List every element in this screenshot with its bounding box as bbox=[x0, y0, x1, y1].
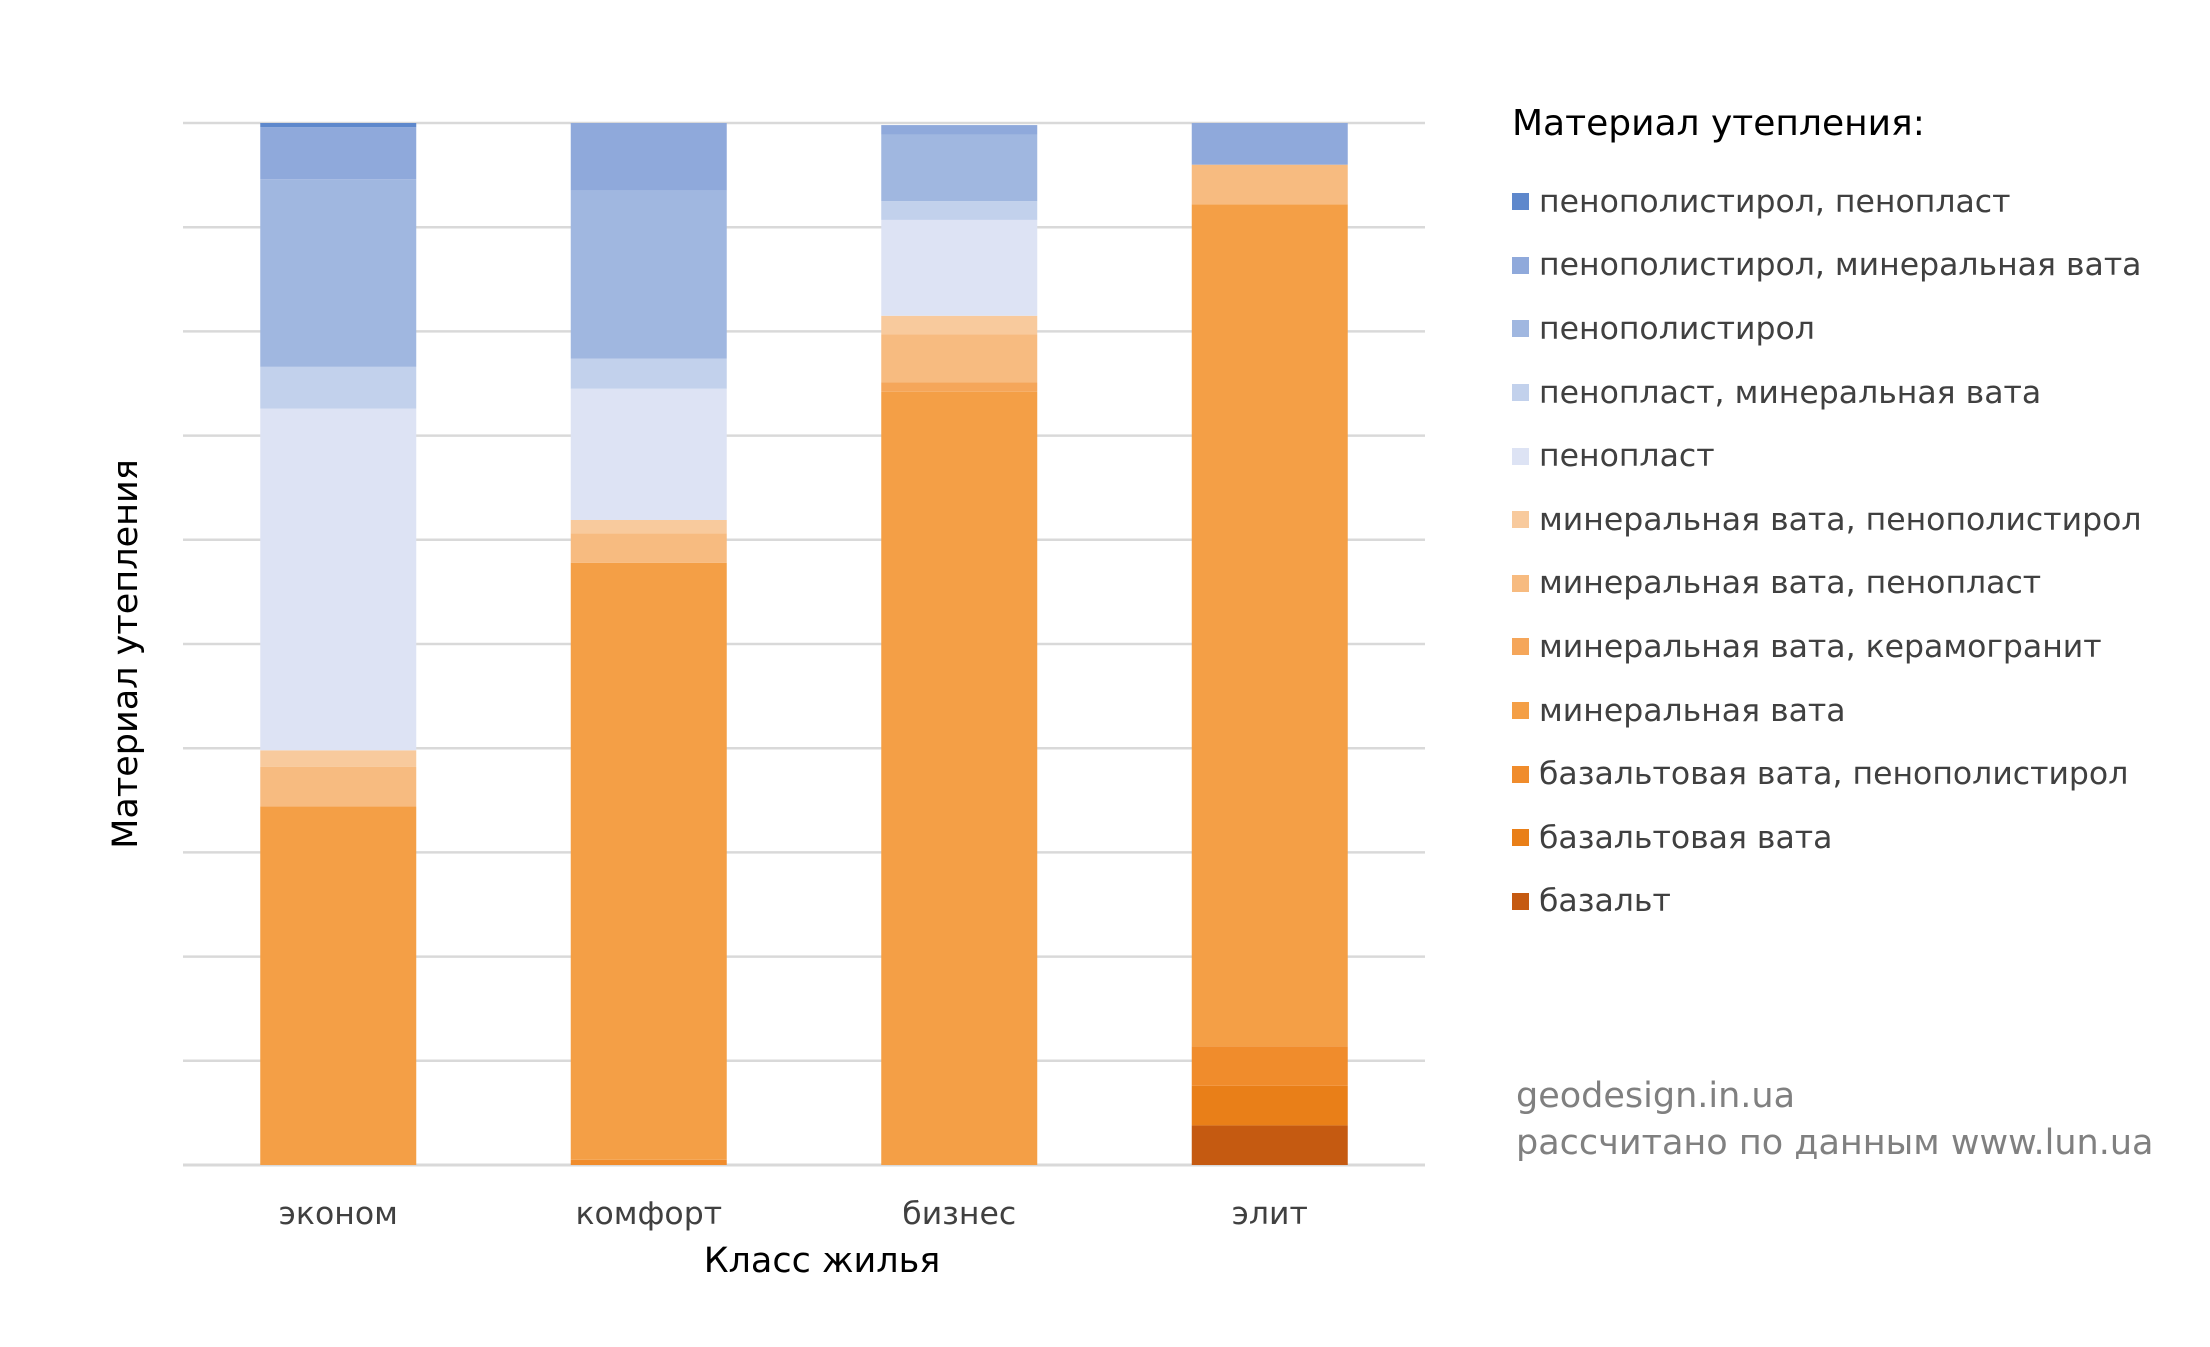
legend-swatch bbox=[1512, 256, 1529, 274]
credits: geodesign.in.ua рассчитано по данным www… bbox=[1516, 1073, 2153, 1167]
bar-segment bbox=[570, 190, 727, 359]
legend-label: базальтовая вата bbox=[1539, 819, 1833, 856]
bar-segment bbox=[260, 179, 417, 367]
bar-segment bbox=[260, 806, 417, 1165]
legend-label: пенопласт, минеральная вата bbox=[1539, 374, 2042, 411]
legend-label: пенополистирол bbox=[1539, 310, 1815, 347]
bar-segment bbox=[1191, 123, 1348, 165]
legend-item: минеральная вата, пенополистирол bbox=[1512, 488, 2202, 552]
x-axis-title: Класс жилья bbox=[704, 1241, 941, 1281]
legend-item: минеральная вата bbox=[1512, 679, 2202, 743]
bar-segment bbox=[881, 382, 1038, 392]
credit-site: geodesign.in.ua bbox=[1516, 1076, 1796, 1116]
legend-label: базальтовая вата, пенополистирол bbox=[1539, 756, 2129, 793]
legend-swatch bbox=[1512, 511, 1529, 529]
bar-segment bbox=[1191, 164, 1348, 205]
bar-segment bbox=[570, 123, 727, 191]
legend-item: базальтовая вата, пенополистирол bbox=[1512, 742, 2202, 806]
legend-swatch bbox=[1512, 892, 1529, 910]
bar-segment bbox=[1191, 204, 1348, 1047]
legend-swatch bbox=[1512, 384, 1529, 402]
bar-segment bbox=[260, 766, 417, 807]
bar-segment bbox=[260, 408, 417, 751]
credit-source: рассчитано по данным www.lun.ua bbox=[1516, 1123, 2154, 1163]
legend-item: пенополистирол bbox=[1512, 297, 2202, 361]
bar-segment bbox=[881, 201, 1038, 220]
legend-label: минеральная вата bbox=[1539, 692, 1846, 729]
legend-label: пенополистирол, пенопласт bbox=[1539, 183, 2011, 220]
bar-segment bbox=[570, 1159, 727, 1165]
bars bbox=[260, 123, 1348, 1165]
legend-swatch bbox=[1512, 320, 1529, 338]
bar-segment bbox=[881, 219, 1038, 316]
legend-swatch bbox=[1512, 574, 1529, 592]
legend-item: минеральная вата, пенопласт bbox=[1512, 552, 2202, 616]
bar-segment bbox=[260, 127, 417, 180]
bar-segment bbox=[260, 366, 417, 409]
x-tick-label: комфорт bbox=[575, 1196, 722, 1232]
legend-item: минеральная вата, керамогранит bbox=[1512, 615, 2202, 679]
x-tick-label: элит bbox=[1232, 1196, 1308, 1232]
legend-item: базальтовая вата bbox=[1512, 806, 2202, 870]
y-axis-title: Материал утепления bbox=[106, 459, 146, 849]
legend-swatch bbox=[1512, 638, 1529, 656]
x-tick-label: бизнес bbox=[902, 1196, 1016, 1232]
bar-segment bbox=[570, 562, 727, 1160]
legend-item: пенопласт bbox=[1512, 424, 2202, 488]
bar-segment bbox=[881, 125, 1038, 135]
legend-swatch bbox=[1512, 447, 1529, 465]
legend-items: пенополистирол, пенопласт пенополистирол,… bbox=[1512, 170, 2202, 933]
bar-segment bbox=[260, 123, 417, 128]
bar-segment bbox=[570, 388, 727, 521]
bar-segment bbox=[1191, 1085, 1348, 1126]
legend-label: базальт bbox=[1539, 883, 1671, 920]
bar-segment bbox=[881, 315, 1038, 335]
legend-label: минеральная вата, пенопласт bbox=[1539, 565, 2042, 602]
x-tick-labels: эконом комфорт бизнес элит bbox=[279, 1196, 1308, 1232]
legend-swatch bbox=[1512, 193, 1529, 211]
bar-segment bbox=[881, 391, 1038, 1165]
legend-item: пенополистирол, минеральная вата bbox=[1512, 234, 2202, 298]
bar-segment bbox=[881, 134, 1038, 202]
bar-segment bbox=[260, 750, 417, 767]
legend-label: минеральная вата, керамогранит bbox=[1539, 628, 2102, 665]
legend-swatch bbox=[1512, 702, 1529, 720]
bar-segment bbox=[570, 520, 727, 534]
bar-segment bbox=[570, 533, 727, 563]
legend-label: пенополистирол, минеральная вата bbox=[1539, 247, 2142, 284]
legend-label: минеральная вата, пенополистирол bbox=[1539, 501, 2142, 538]
legend-item: пенопласт, минеральная вата bbox=[1512, 361, 2202, 425]
legend-item: базальт bbox=[1512, 870, 2202, 934]
legend-swatch bbox=[1512, 829, 1529, 847]
bar-segment bbox=[881, 334, 1038, 383]
legend-item: пенополистирол, пенопласт bbox=[1512, 170, 2202, 234]
x-tick-label: эконом bbox=[279, 1196, 398, 1232]
bar-segment bbox=[1191, 1125, 1348, 1165]
bar-segment bbox=[1191, 1046, 1348, 1086]
legend-title: Материал утепления: bbox=[1512, 103, 1925, 144]
bar-segment bbox=[570, 358, 727, 389]
legend-label: пенопласт bbox=[1539, 438, 1715, 475]
legend-swatch bbox=[1512, 765, 1529, 783]
legend: Материал утепления: пенополистирол, пено… bbox=[1512, 103, 2202, 933]
